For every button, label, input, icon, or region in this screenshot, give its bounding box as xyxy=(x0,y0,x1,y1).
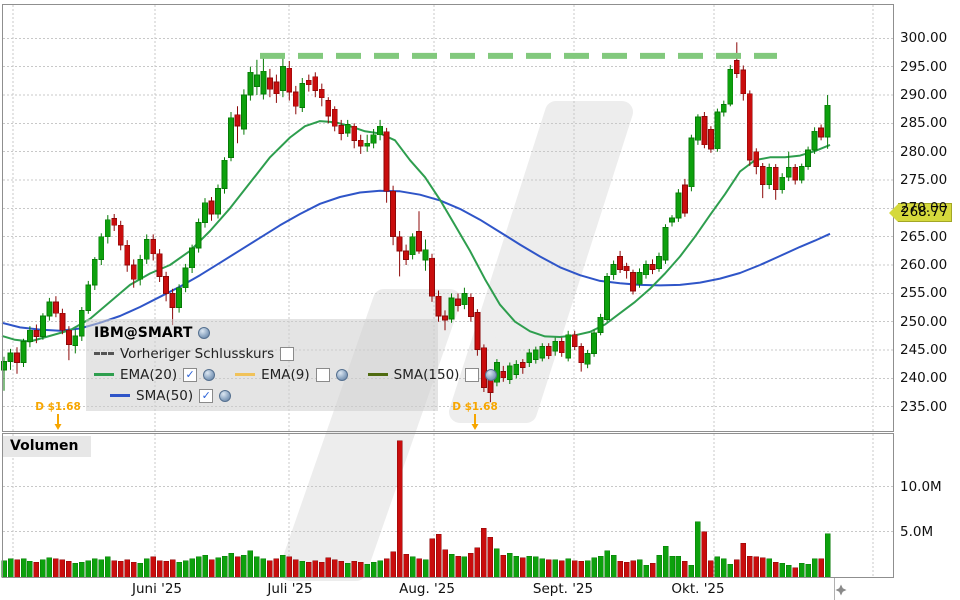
last-price-value: 268.77 xyxy=(898,203,953,222)
badge-arrow-icon xyxy=(889,203,898,222)
y-axis-label: 275.00 xyxy=(900,172,948,188)
legend-panel: IBM@SMART Vorheriger Schlusskurs EMA(20)… xyxy=(86,319,498,411)
y-axis-label: 265.00 xyxy=(900,228,948,245)
last-price-badge: 268.77 xyxy=(889,203,953,222)
prev-close-swatch-icon xyxy=(94,352,114,355)
y-axis-label: 245.00 xyxy=(900,342,948,359)
volume-panel-title: Volumen xyxy=(3,436,91,457)
y-axis-label: 290.00 xyxy=(900,86,948,103)
sma150-checkbox[interactable] xyxy=(465,367,480,382)
globe-icon[interactable] xyxy=(335,368,348,381)
x-axis-month-label: Juni '25 xyxy=(131,581,183,597)
legend-label-ema9: EMA(9) xyxy=(261,366,310,383)
instrument-title: IBM@SMART xyxy=(94,324,193,341)
ema20-swatch-icon xyxy=(94,373,114,376)
sma50-swatch-icon xyxy=(110,394,130,397)
navigate-icon xyxy=(835,584,847,596)
y-axis-label: 280.00 xyxy=(900,143,948,160)
y-axis-label: 270.00 xyxy=(900,200,948,217)
y-axis-label: 285.00 xyxy=(900,115,948,132)
x-axis-month-label: Sept. '25 xyxy=(532,581,594,597)
globe-icon[interactable] xyxy=(203,368,216,381)
y-axis-label: 240.00 xyxy=(900,370,948,387)
dividend-marker-label: D $1.68 xyxy=(35,401,81,413)
y-axis-label: 295.00 xyxy=(900,58,948,75)
y-axis-label: 250.00 xyxy=(900,313,948,330)
volume-axis-label: 5.0M xyxy=(900,523,934,540)
sma50-checkbox[interactable]: ✓ xyxy=(199,388,214,403)
ema9-checkbox[interactable] xyxy=(315,367,330,382)
globe-icon[interactable] xyxy=(219,389,232,402)
ema20-checkbox[interactable]: ✓ xyxy=(183,367,198,382)
x-axis-month-label: Juli '25 xyxy=(267,581,313,597)
legend-label-prev-close: Vorheriger Schlusskurs xyxy=(120,345,275,362)
sma150-swatch-icon xyxy=(367,373,388,376)
x-axis-month-label: Okt. '25 xyxy=(671,581,725,597)
legend-label-ema20: EMA(20) xyxy=(120,366,178,383)
globe-icon[interactable] xyxy=(198,326,211,339)
volume-axis-label: 10.0M xyxy=(900,478,942,495)
dividend-marker-label: D $1.68 xyxy=(452,401,498,413)
ema9-swatch-icon xyxy=(235,373,256,376)
prev-close-checkbox[interactable] xyxy=(280,346,295,361)
legend-label-sma50: SMA(50) xyxy=(136,387,194,404)
y-axis-label: 260.00 xyxy=(900,257,948,274)
globe-icon[interactable] xyxy=(485,368,498,381)
legend-label-sma150: SMA(150) xyxy=(393,366,460,383)
y-axis-label: 300.00 xyxy=(900,30,948,47)
y-axis-label: 255.00 xyxy=(900,285,948,302)
y-axis-label: 235.00 xyxy=(900,398,948,415)
x-axis-month-label: Aug. '25 xyxy=(399,581,455,597)
